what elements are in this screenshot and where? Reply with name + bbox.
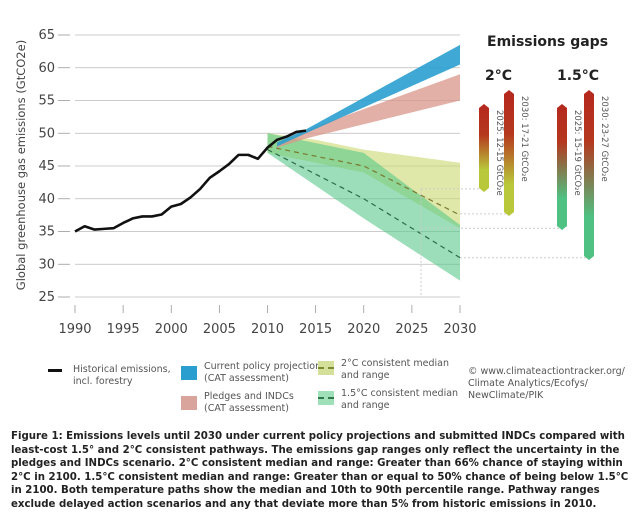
y-tick-label: 45	[38, 159, 55, 174]
gap-group-1-5c-label: 1.5°C	[557, 68, 600, 84]
x-tick-label: 2020	[347, 322, 380, 337]
y-tick-label: 25	[38, 290, 55, 305]
emissions-gaps-title: Emissions gaps	[487, 34, 609, 50]
median-line-1	[267, 149, 461, 259]
gap-bar-label: 2030: 23-27 GtCO₂e	[599, 96, 609, 182]
gap-arrow-bar	[584, 90, 594, 260]
range-band-2	[277, 74, 460, 148]
legend-2c: 2°C consistent median and range	[341, 358, 449, 381]
x-tick-label: 1990	[58, 322, 91, 337]
gap-group-2c-label: 2°C	[485, 68, 513, 84]
y-tick-label: 65	[38, 28, 55, 43]
legend-swatch-2c	[318, 361, 334, 375]
x-tick-label: 2010	[251, 322, 284, 337]
x-tick-label: 2025	[395, 322, 428, 337]
x-tick-label: 2005	[203, 322, 236, 337]
y-tick-label: 50	[38, 126, 55, 141]
range-band-3	[277, 44, 460, 147]
y-tick-label: 40	[38, 192, 55, 207]
x-tick-label: 2015	[299, 322, 332, 337]
x-tick-label: 2030	[443, 322, 476, 337]
y-tick-label: 55	[38, 94, 55, 109]
figure-caption: Figure 1: Emissions levels until 2030 un…	[11, 431, 629, 510]
legend-1-5c: 1.5°C consistent median and range	[341, 388, 459, 411]
y-tick-label: 30	[38, 257, 55, 272]
gap-bar-label: 2025: 15-19 GtCO₂e	[572, 110, 582, 196]
gap-bar-label: 2025: 12-15 GtCO₂e	[494, 110, 504, 196]
legend-swatch-historical	[48, 369, 62, 372]
credit: © www.climateactiontracker.org/Climate A…	[468, 366, 625, 401]
legend-current-policy: Current policy projections (CAT assessmen…	[204, 361, 327, 384]
gap-bar-label: 2030: 17-21 GtCO₂e	[519, 96, 529, 182]
gap-arrow-bar	[504, 90, 514, 216]
range-band-1	[267, 133, 460, 281]
gap-arrow-bar	[479, 104, 489, 192]
legend-swatch-pledges	[181, 396, 197, 410]
x-tick-label: 1995	[107, 322, 140, 337]
legend-swatch-1-5c	[318, 391, 334, 405]
legend-historical: Historical emissions, incl. forestry	[73, 364, 171, 387]
median-line-0	[267, 145, 461, 216]
historical-line	[74, 129, 307, 233]
legend-pledges: Pledges and INDCs (CAT assessment)	[204, 391, 294, 414]
emissions-chart: 25 30 35 40 45 50 55 60 65 1990 1995 2000 2005 2010 20…	[14, 28, 609, 337]
y-axis-label: Global greenhouse gas emissions (GtCO2e)	[14, 40, 28, 290]
x-tick-label: 2000	[155, 322, 188, 337]
gap-arrow-bar	[557, 104, 567, 230]
y-tick-label: 35	[38, 225, 55, 240]
legend-swatch-current-policy	[181, 366, 197, 380]
y-tick-label: 60	[38, 61, 55, 76]
